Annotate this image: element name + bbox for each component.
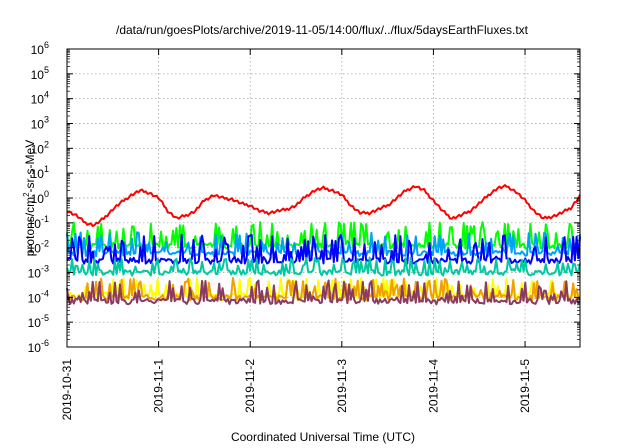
- y-axis-label: protons/cm2-sr-s-MeV: [22, 140, 37, 256]
- x-tick-label: 2019-11-3: [335, 359, 349, 413]
- x-tick-label: 2019-10-31: [60, 359, 74, 421]
- data-series: [66, 184, 581, 306]
- y-tick-label: 100: [31, 189, 49, 206]
- x-tick-label: 2019-11-4: [426, 359, 440, 413]
- y-axis-label-superscript: 2: [22, 192, 31, 197]
- axis-ticks: [66, 48, 580, 348]
- x-tick-label: 2019-11-5: [518, 359, 532, 413]
- x-tick-label: 2019-11-1: [152, 359, 166, 413]
- y-tick-label: 103: [31, 115, 49, 132]
- y-tick-label: 10-6: [28, 338, 49, 355]
- grid-lines: [67, 49, 580, 347]
- y-tick-label: 101: [31, 164, 49, 181]
- series-line: [66, 256, 581, 277]
- series-line: [66, 184, 581, 227]
- y-tick-label: 10-5: [28, 313, 49, 330]
- series-line: [66, 221, 581, 250]
- y-tick-label: 10-1: [28, 214, 49, 231]
- x-axis-label: Coordinated Universal Time (UTC): [231, 430, 415, 444]
- y-tick-label: 105: [31, 65, 49, 82]
- y-tick-label: 10-2: [28, 239, 49, 256]
- series-line: [66, 233, 581, 265]
- y-axis-label-main: protons/cm: [23, 197, 37, 256]
- y-axis-label-suffix: -sr-s-MeV: [23, 140, 37, 193]
- series-line: [66, 279, 581, 306]
- x-tick-labels: 2019-10-31 2019-11-1 2019-11-2 2019-11-3 201…: [60, 359, 532, 421]
- y-tick-label: 106: [31, 40, 49, 57]
- x-tick-label: 2019-11-2: [243, 359, 257, 413]
- y-tick-label: 10-3: [28, 264, 49, 281]
- chart-title: /data/run/goesPlots/archive/2019-11-05/1…: [116, 23, 529, 37]
- y-tick-label: 102: [31, 139, 49, 156]
- y-tick-labels: 10-6 10-5 10-4 10-3 10-2 10-1 100 101 102 103 104 1…: [28, 40, 49, 355]
- y-tick-label: 104: [31, 90, 49, 107]
- y-tick-label: 10-4: [28, 288, 49, 305]
